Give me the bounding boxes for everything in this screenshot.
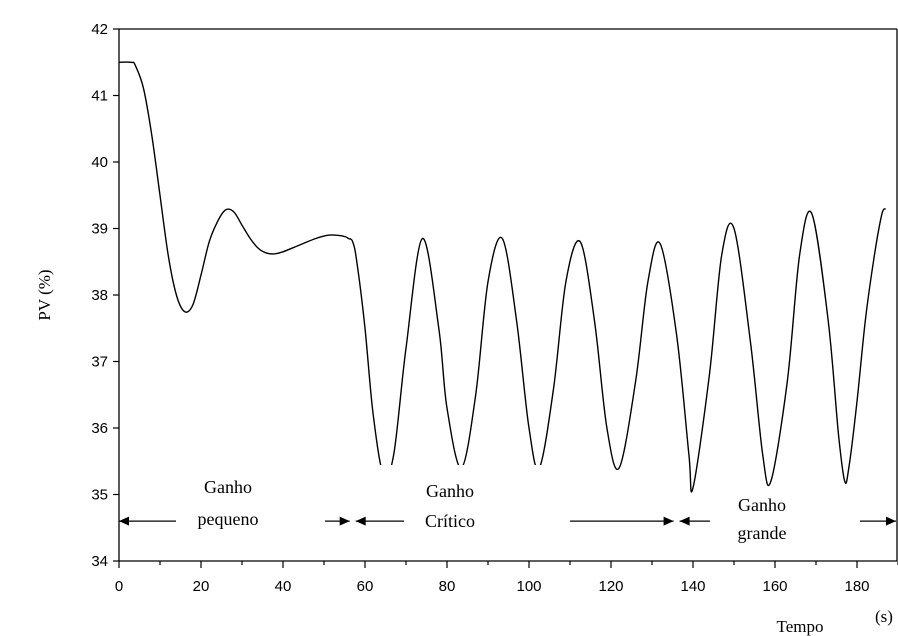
region-label-line2: Crítico xyxy=(425,511,475,531)
x-tick-label: 20 xyxy=(193,578,210,595)
region-label-line2: pequeno xyxy=(198,509,259,529)
x-tick-label: 60 xyxy=(357,578,374,595)
series xyxy=(118,61,887,493)
x-tick-label: 80 xyxy=(439,578,456,595)
x-tick-label: 100 xyxy=(516,578,541,595)
y-tick-label: 36 xyxy=(91,420,108,437)
region-label-line1: Ganho xyxy=(204,477,252,497)
arrow-head-left xyxy=(679,516,690,526)
y-tick-label: 35 xyxy=(91,487,108,504)
y-axis-label: PV (%) xyxy=(35,269,54,320)
y-tick-label: 39 xyxy=(91,221,108,238)
region-label-line1: Ganho xyxy=(426,481,474,501)
x-tick-label: 180 xyxy=(844,578,869,595)
region-label-bg xyxy=(322,465,570,555)
annotations: Ganho pequeno Ganho Crítico Ganho grande xyxy=(119,462,896,555)
x-tick-label: 0 xyxy=(115,578,123,595)
region-label-bg xyxy=(176,462,326,552)
x-tick-label: 140 xyxy=(680,578,705,595)
y-tick-label: 42 xyxy=(91,21,108,38)
arrow-head-left xyxy=(355,516,366,526)
region-label-line2: grande xyxy=(738,523,787,543)
region-label-bg xyxy=(704,488,864,550)
pv-series-line xyxy=(118,61,887,493)
y-tick-label: 34 xyxy=(91,553,108,570)
x-axis-unit: (s) xyxy=(875,607,893,626)
region-label-line1: Ganho xyxy=(738,495,786,515)
x-tick-label: 40 xyxy=(275,578,292,595)
y-tick-label: 41 xyxy=(91,88,108,105)
arrow-head-right xyxy=(339,516,350,526)
y-tick-label: 38 xyxy=(91,287,108,304)
x-tick-label: 160 xyxy=(762,578,787,595)
y-tick-label: 37 xyxy=(91,354,108,371)
x-axis-label: Tempo xyxy=(777,617,824,636)
y-tick-label: 40 xyxy=(91,154,108,171)
arrow-head-right xyxy=(663,516,674,526)
arrow-head-left xyxy=(119,516,129,526)
ticks: 34 35 36 37 38 39 40 41 42 0 20 40 60 80 100 120 140 160 1… xyxy=(91,21,898,595)
x-tick-label: 120 xyxy=(598,578,623,595)
arrow-head-right xyxy=(886,516,896,526)
